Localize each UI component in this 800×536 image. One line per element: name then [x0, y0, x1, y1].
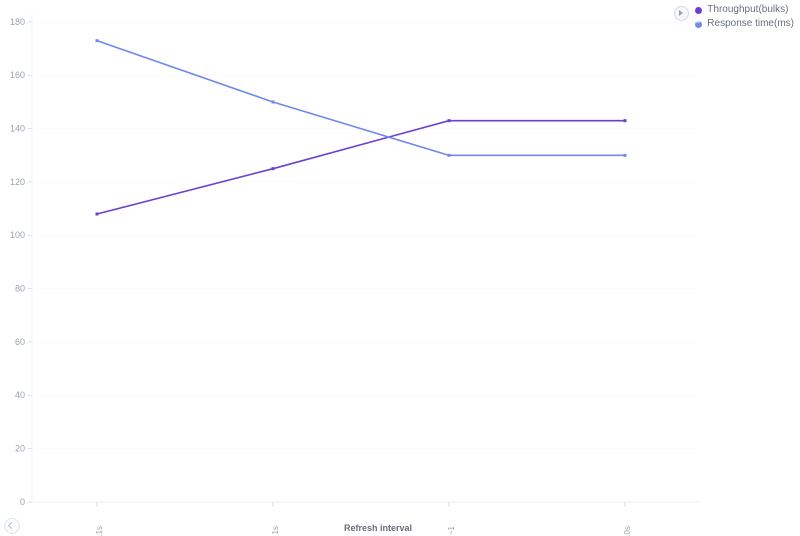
y-tick-label: 160: [10, 70, 25, 80]
y-tick-label: 20: [15, 444, 25, 454]
legend-item-list: Throughput(bulks) Response time(ms): [695, 4, 794, 30]
x-tick-label: 10s: [623, 526, 632, 536]
legend-item-response-time[interactable]: Response time(ms): [695, 18, 794, 30]
x-tick-label: 0.1s: [95, 526, 104, 536]
series-data-point[interactable]: [271, 167, 275, 171]
legend-item-throughput[interactable]: Throughput(bulks): [695, 4, 794, 16]
y-tick-label: 80: [15, 284, 25, 294]
y-tick-label: 140: [10, 124, 25, 134]
series-line[interactable]: [96, 39, 625, 157]
chevron-right-circle-icon[interactable]: [674, 6, 690, 21]
y-tick-label: 0: [20, 497, 25, 507]
y-tick-label: 120: [10, 177, 25, 187]
x-tick-label: 1s: [271, 526, 280, 534]
x-axis: 0.1s 1s ~1 10s: [32, 501, 700, 536]
y-tick-label: 180: [10, 17, 25, 27]
series-line[interactable]: [96, 119, 625, 215]
series-data-point[interactable]: [623, 119, 627, 123]
collapse-chevron-icon[interactable]: [4, 518, 20, 534]
series-data-point[interactable]: [447, 153, 451, 157]
y-tick-label: 40: [15, 390, 25, 400]
y-gridlines: [32, 21, 700, 503]
series-data-point[interactable]: [271, 100, 275, 104]
legend-item-label: Throughput(bulks): [707, 4, 789, 15]
series-data-point[interactable]: [447, 119, 451, 123]
legend-item-label: Response time(ms): [707, 18, 794, 29]
chart-legend: Throughput(bulks) Response time(ms): [674, 4, 794, 30]
series-data-point[interactable]: [623, 153, 627, 157]
legend-color-dot: [695, 6, 703, 14]
data-series-layer: [95, 39, 627, 216]
y-axis: 0 20 40 60 80 100 120 140 160 180: [10, 14, 33, 507]
series-data-point[interactable]: [95, 39, 99, 43]
x-tick-label: ~1: [447, 525, 456, 535]
y-tick-label: 100: [10, 230, 25, 240]
y-tick-label: 60: [15, 337, 25, 347]
series-data-point[interactable]: [95, 212, 99, 216]
legend-color-dot: [695, 20, 703, 28]
x-axis-title: Refresh interval: [344, 523, 412, 533]
